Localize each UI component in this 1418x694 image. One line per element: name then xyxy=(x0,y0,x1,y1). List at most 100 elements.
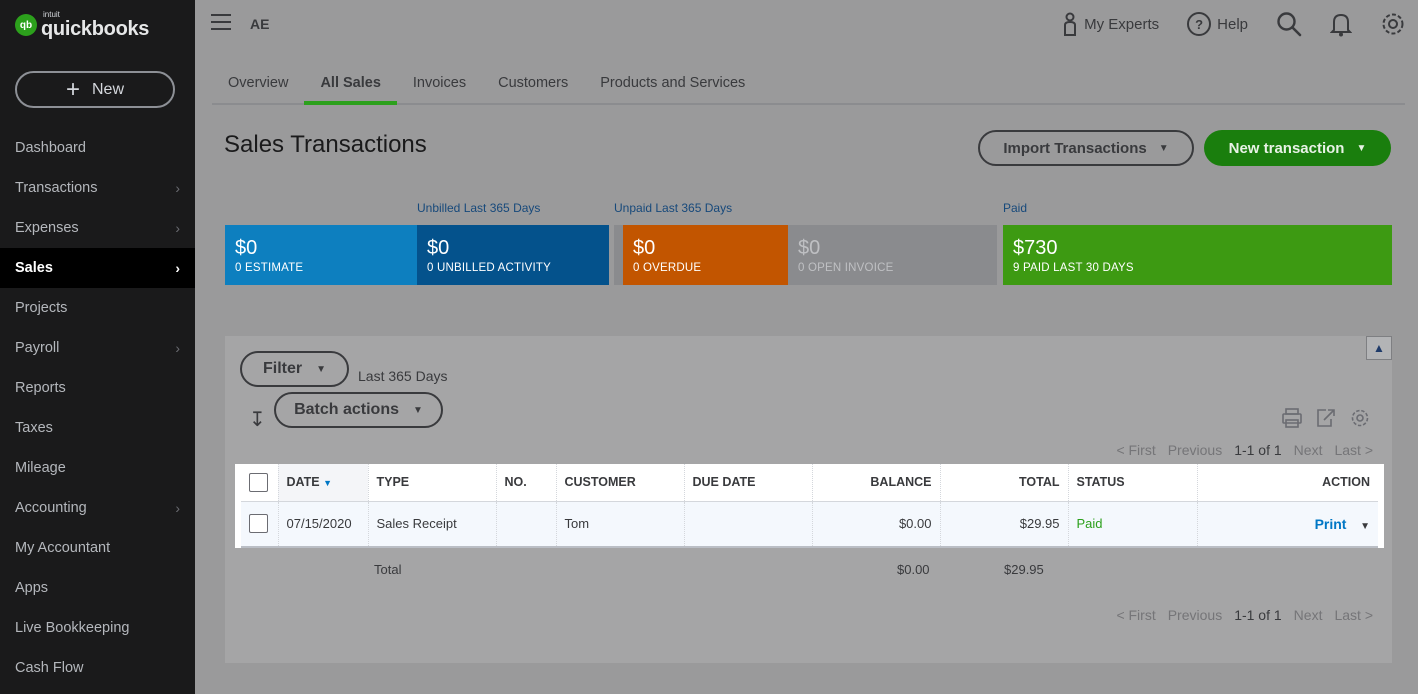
column-customer[interactable]: CUSTOMER xyxy=(556,464,685,502)
row-date: 07/15/2020 xyxy=(278,501,369,548)
settings-button[interactable] xyxy=(1380,11,1406,37)
paid-amount: $730 xyxy=(1013,237,1058,259)
tab-invoices[interactable]: Invoices xyxy=(412,74,467,91)
pager-range: 1-1 of 1 xyxy=(1234,607,1282,623)
import-transactions-button[interactable]: Import Transactions ▼ xyxy=(978,130,1194,166)
tab-overview[interactable]: Overview xyxy=(228,74,289,91)
new-button-label: New xyxy=(92,80,125,98)
help-link[interactable]: ? Help xyxy=(1187,12,1248,36)
my-experts-link[interactable]: My Experts xyxy=(1062,12,1159,36)
pager-next[interactable]: Next xyxy=(1293,607,1323,623)
pager-last[interactable]: Last > xyxy=(1334,442,1373,458)
table-row[interactable]: 07/15/2020 Sales Receipt Tom $0.00 $29.9… xyxy=(241,501,1378,548)
sidebar-item-label: My Accountant xyxy=(15,540,111,556)
filter-button[interactable]: Filter ▼ xyxy=(240,351,349,387)
plus-icon: + xyxy=(65,75,80,103)
row-checkbox[interactable] xyxy=(249,514,268,534)
pager-first[interactable]: < First xyxy=(1116,607,1156,623)
money-bar-paid[interactable]: $730 9 PAID LAST 30 DAYS xyxy=(1003,225,1392,285)
sidebar-item-taxes[interactable]: Taxes xyxy=(0,408,195,448)
date-range-label: Last 365 Days xyxy=(358,368,448,384)
column-date[interactable]: DATE ▼ xyxy=(278,464,369,502)
column-total[interactable]: TOTAL xyxy=(940,464,1069,502)
sidebar-item-dashboard[interactable]: Dashboard xyxy=(0,128,195,168)
sidebar-item-apps[interactable]: Apps xyxy=(0,568,195,608)
unbilled-amount: $0 xyxy=(427,237,450,259)
tab-customers[interactable]: Customers xyxy=(498,74,569,91)
import-transactions-label: Import Transactions xyxy=(1003,139,1147,157)
column-date-label: DATE xyxy=(286,475,320,490)
row-action-cell: Print ▼ xyxy=(1197,501,1378,548)
notifications-button[interactable] xyxy=(1330,11,1352,37)
column-status[interactable]: STATUS xyxy=(1068,464,1198,502)
hamburger-menu-icon[interactable] xyxy=(211,14,231,30)
print-icon[interactable] xyxy=(1282,407,1302,429)
money-bar-overdue[interactable]: $0 0 OVERDUE xyxy=(614,225,788,285)
sidebar-item-expenses[interactable]: Expenses › xyxy=(0,208,195,248)
column-balance[interactable]: BALANCE xyxy=(812,464,941,502)
bell-icon xyxy=(1330,13,1352,37)
help-icon: ? xyxy=(1187,12,1212,36)
sidebar-nav: Dashboard Transactions › Expenses › Sales › Pro… xyxy=(0,128,195,688)
sidebar-item-payroll[interactable]: Payroll › xyxy=(0,328,195,368)
sidebar-item-cash-flow[interactable]: Cash Flow xyxy=(0,648,195,688)
sidebar-item-projects[interactable]: Projects xyxy=(0,288,195,328)
new-transaction-button[interactable]: New transaction ▼ xyxy=(1204,130,1391,166)
pager-next[interactable]: Next xyxy=(1293,442,1323,458)
batch-arrow-icon: ↧ xyxy=(249,409,266,431)
column-due-date[interactable]: DUE DATE xyxy=(684,464,813,502)
sidebar-item-label: Expenses xyxy=(15,220,79,236)
batch-actions-button[interactable]: Batch actions ▼ xyxy=(274,392,443,428)
export-icon[interactable] xyxy=(1316,407,1336,429)
paid-last-30-label: 9 PAID LAST 30 DAYS xyxy=(1013,262,1134,274)
select-all-checkbox[interactable] xyxy=(249,472,268,492)
column-action: ACTION xyxy=(1197,464,1378,502)
sidebar-item-label: Mileage xyxy=(15,460,66,476)
gear-icon xyxy=(1382,13,1404,35)
page-title: Sales Transactions xyxy=(224,131,427,158)
collapse-chevron-up-icon[interactable]: ▲ xyxy=(1366,336,1392,360)
top-bar: AE My Experts ? Help xyxy=(195,0,1418,50)
sidebar-item-label: Cash Flow xyxy=(15,660,84,676)
pager-previous[interactable]: Previous xyxy=(1167,607,1223,623)
sidebar-item-live-bookkeeping[interactable]: Live Bookkeeping xyxy=(0,608,195,648)
overdue-amount: $0 xyxy=(633,237,656,259)
pager-previous[interactable]: Previous xyxy=(1167,442,1223,458)
action-caret-down-icon[interactable]: ▼ xyxy=(1360,520,1370,532)
sidebar-item-my-accountant[interactable]: My Accountant xyxy=(0,528,195,568)
total-total: $29.95 xyxy=(1004,562,1044,577)
estimate-amount: $0 xyxy=(235,237,258,259)
quickbooks-logo[interactable]: qb intuit quickbooks xyxy=(15,11,149,39)
sidebar-item-label: Taxes xyxy=(15,420,53,436)
sales-tabs: Overview All Sales Invoices Customers Produc… xyxy=(212,62,1405,105)
column-type[interactable]: TYPE xyxy=(368,464,497,502)
money-bar-estimate[interactable]: $0 0 ESTIMATE xyxy=(225,225,417,285)
tab-products-and-services[interactable]: Products and Services xyxy=(600,74,746,91)
company-name: AE xyxy=(250,16,270,32)
sidebar-item-reports[interactable]: Reports xyxy=(0,368,195,408)
row-balance: $0.00 xyxy=(812,501,941,548)
pager-range: 1-1 of 1 xyxy=(1234,442,1282,458)
new-button[interactable]: + New xyxy=(15,71,175,108)
pager-last[interactable]: Last > xyxy=(1334,607,1373,623)
print-action-link[interactable]: Print xyxy=(1314,515,1347,532)
sidebar-item-accounting[interactable]: Accounting › xyxy=(0,488,195,528)
pager-first[interactable]: < First xyxy=(1116,442,1156,458)
search-button[interactable] xyxy=(1276,11,1302,37)
sidebar-item-mileage[interactable]: Mileage xyxy=(0,448,195,488)
table-settings-gear-icon[interactable] xyxy=(1350,407,1370,429)
chevron-right-icon: › xyxy=(175,220,180,236)
sidebar-item-transactions[interactable]: Transactions › xyxy=(0,168,195,208)
tab-all-sales[interactable]: All Sales xyxy=(304,62,398,105)
sidebar-item-label: Projects xyxy=(15,300,68,316)
sidebar-item-label: Dashboard xyxy=(15,140,86,156)
chevron-right-icon: › xyxy=(175,340,180,356)
money-bar-unbilled[interactable]: $0 0 UNBILLED ACTIVITY xyxy=(417,225,609,285)
logo-intuit-text: intuit xyxy=(43,10,60,19)
row-total: $29.95 xyxy=(940,501,1069,548)
transactions-table: DATE ▼ TYPE NO. CUSTOMER DUE DATE BALANC… xyxy=(235,464,1384,548)
table-header-row: DATE ▼ TYPE NO. CUSTOMER DUE DATE BALANC… xyxy=(241,464,1378,502)
column-no[interactable]: NO. xyxy=(496,464,557,502)
money-bar-open-invoice[interactable]: $0 0 OPEN INVOICE xyxy=(788,225,997,285)
sidebar-item-sales[interactable]: Sales › xyxy=(0,248,195,288)
